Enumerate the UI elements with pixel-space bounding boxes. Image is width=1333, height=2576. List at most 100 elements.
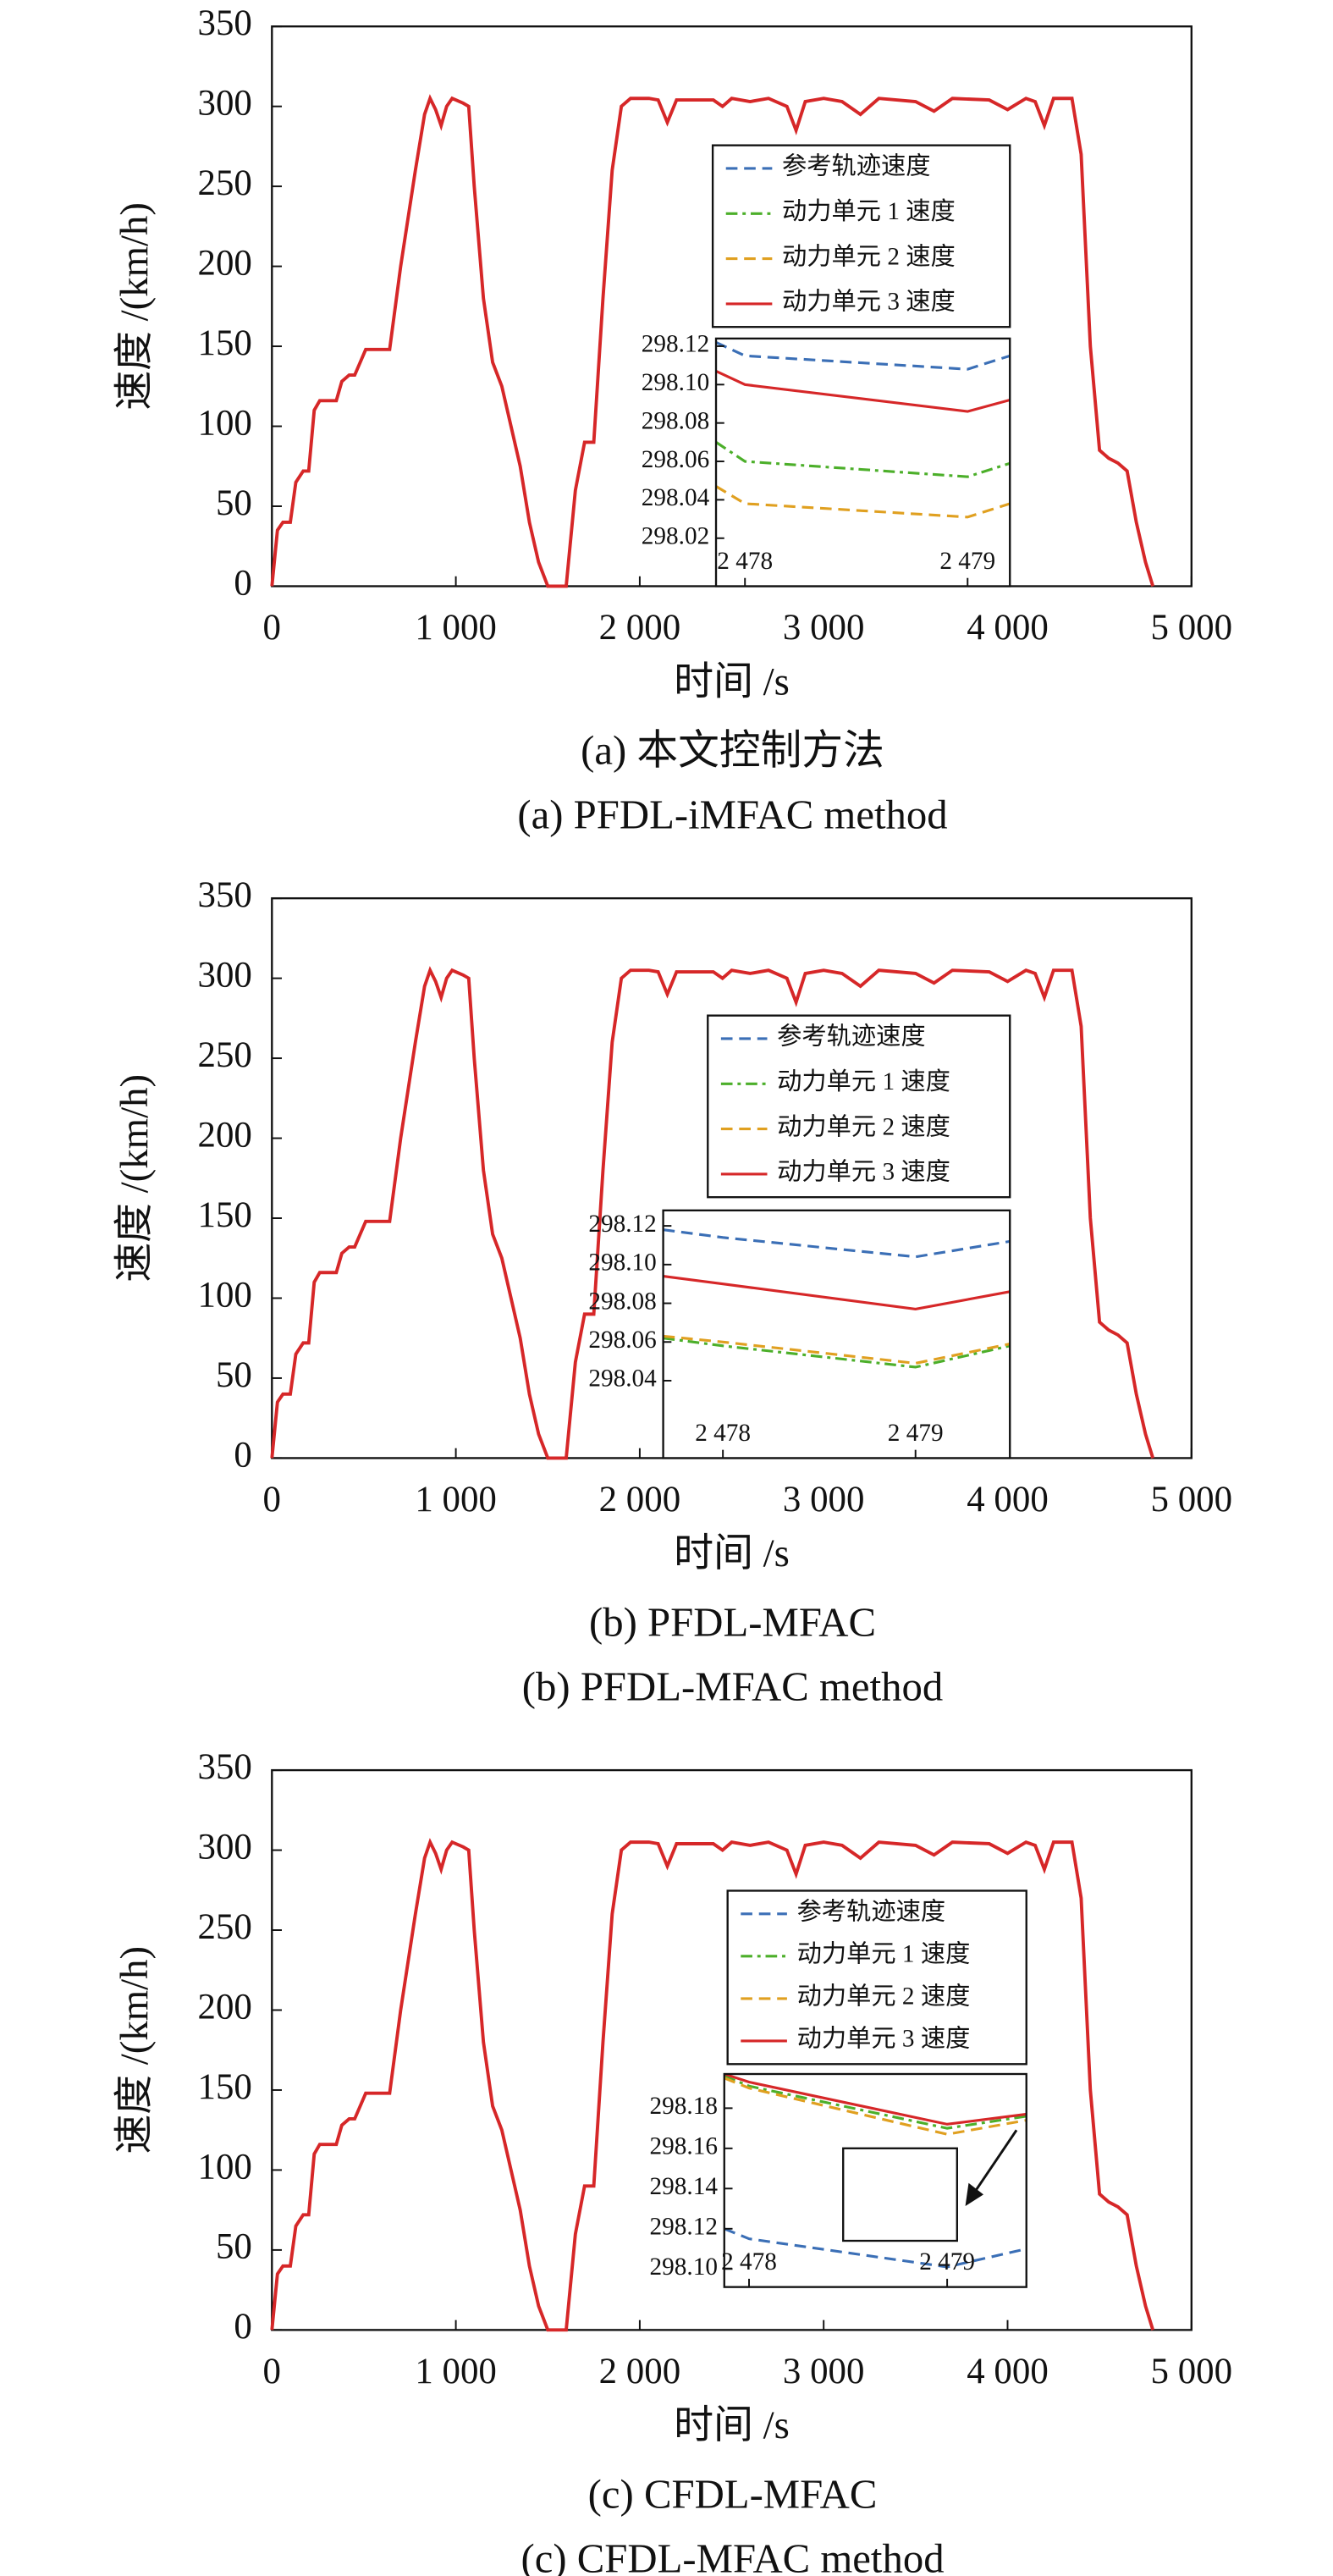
- zoom-arrow: [971, 2129, 1018, 2198]
- zoom-decoration: [842, 2129, 1018, 2242]
- inset-frame: [723, 2072, 1027, 2288]
- zoom-arrow-head: [965, 2182, 984, 2207]
- y-tick-label: 350: [198, 875, 252, 915]
- y-axis-label: 速度 /(km/h): [113, 202, 157, 411]
- x-tick-label: 5 000: [1151, 608, 1233, 648]
- x-tick-label: 5 000: [1151, 1480, 1233, 1520]
- x-axis-label: 时间 /s: [674, 2403, 790, 2447]
- y-tick-label: 0: [234, 1435, 251, 1475]
- caption-cn: (a) 本文控制方法: [581, 728, 884, 774]
- x-tick-label: 4 000: [967, 1480, 1049, 1520]
- inset-x-tick-label: 2 478: [721, 2248, 777, 2275]
- y-tick-label: 250: [198, 1035, 252, 1075]
- x-tick-label: 3 000: [783, 2352, 865, 2391]
- inset-y-tick-label: 298.12: [650, 2214, 718, 2241]
- x-tick-label: 5 000: [1151, 2352, 1233, 2391]
- inset-x-tick-label: 2 478: [717, 548, 773, 575]
- plot-frame: [271, 1768, 1193, 2331]
- y-tick-label: 350: [198, 1747, 252, 1787]
- x-tick-label: 2 000: [599, 2352, 681, 2391]
- y-tick-label: 50: [216, 2227, 252, 2267]
- x-tick-label: 3 000: [783, 1480, 865, 1520]
- inset-y-tick-label: 298.12: [642, 331, 709, 358]
- inset-line: [724, 2074, 1027, 2126]
- y-tick-label: 50: [216, 1355, 252, 1395]
- legend-box: [707, 1014, 1011, 1199]
- inset-x-tick-label: 2 479: [919, 2248, 975, 2275]
- legend-label: 动力单元 1 速度: [782, 197, 956, 225]
- legend-label: 参考轨迹速度: [797, 1898, 945, 1926]
- caption-en: (c) CFDL-MFAC method: [521, 2536, 944, 2576]
- inset-y-tick-label: 298.16: [650, 2133, 718, 2160]
- inset-y-tick-label: 298.06: [642, 446, 709, 473]
- y-tick-label: 0: [234, 563, 251, 603]
- inset-x-tick-label: 2 479: [888, 1420, 944, 1447]
- legend-box: [711, 144, 1011, 328]
- inset-y-tick-label: 298.04: [642, 484, 710, 511]
- inset-x-tick-label: 2 479: [939, 548, 995, 575]
- y-tick-label: 100: [198, 403, 252, 443]
- inset-y-tick-label: 298.12: [588, 1211, 656, 1238]
- y-tick-label: 200: [198, 243, 252, 283]
- inset-x-tick-label: 2 478: [695, 1420, 751, 1447]
- inset-y-tick-label: 298.14: [650, 2173, 719, 2200]
- y-axis-label: 速度 /(km/h): [113, 1946, 157, 2154]
- chart: 0 1 000 2 000 3 000 4 000 5 000 0 50 100 150 200 25…: [113, 875, 1232, 1710]
- x-tick-label: 4 000: [967, 608, 1049, 648]
- y-tick-label: 350: [198, 3, 252, 43]
- y-axis-label: 速度 /(km/h): [113, 1074, 157, 1282]
- inset-y-tick-label: 298.08: [642, 407, 709, 434]
- inset-line: [716, 370, 1011, 413]
- inset-line: [663, 1334, 1011, 1365]
- inset-y-tick-label: 298.04: [588, 1365, 657, 1393]
- legend-label: 动力单元 2 速度: [797, 1983, 971, 2011]
- x-tick-label: 2 000: [599, 1480, 681, 1520]
- y-tick-label: 100: [198, 2147, 252, 2187]
- y-tick-label: 300: [198, 1827, 252, 1867]
- caption-en: (a) PFDL-iMFAC method: [517, 792, 947, 838]
- legend-label: 动力单元 1 速度: [777, 1067, 950, 1095]
- legend-label: 参考轨迹速度: [782, 152, 930, 180]
- y-tick-label: 250: [198, 1907, 252, 1947]
- y-tick-label: 50: [216, 483, 252, 523]
- y-tick-label: 150: [198, 2067, 252, 2107]
- x-tick-label: 4 000: [967, 2352, 1049, 2391]
- x-tick-label: 3 000: [783, 608, 865, 648]
- inset-line: [716, 485, 1011, 519]
- caption-cn: (c) CFDL-MFAC: [588, 2472, 878, 2518]
- inset-y-tick-label: 298.08: [588, 1288, 656, 1315]
- inset-line: [716, 341, 1011, 371]
- inset-y-tick-label: 298.06: [588, 1327, 656, 1354]
- y-tick-label: 150: [198, 323, 252, 363]
- zoom-box: [842, 2147, 958, 2242]
- inset-line: [663, 1228, 1011, 1259]
- x-axis-label: 时间 /s: [674, 1531, 790, 1575]
- legend-label: 动力单元 3 速度: [777, 1158, 950, 1186]
- x-tick-label: 1 000: [415, 2352, 497, 2391]
- x-axis-label: 时间 /s: [674, 659, 790, 703]
- x-tick-label: 2 000: [599, 608, 681, 648]
- legend-label: 动力单元 2 速度: [782, 242, 956, 270]
- caption-cn: (b) PFDL-MFAC: [589, 1600, 876, 1646]
- speed-line: [270, 1838, 1155, 2332]
- legend-label: 动力单元 3 速度: [782, 288, 956, 316]
- inset-line: [724, 2077, 1027, 2136]
- y-tick-label: 200: [198, 1987, 252, 2027]
- y-tick-label: 300: [198, 955, 252, 995]
- x-tick-label: 1 000: [415, 1480, 497, 1520]
- legend-label: 动力单元 3 速度: [797, 2025, 971, 2053]
- y-tick-label: 100: [198, 1275, 252, 1315]
- y-tick-label: 150: [198, 1195, 252, 1235]
- x-tick-label: 0: [263, 2352, 281, 2391]
- chart: 0 1 000 2 000 3 000 4 000 5 000 0 50 100 150 200 25…: [113, 1747, 1232, 2576]
- caption-en: (b) PFDL-MFAC method: [522, 1664, 943, 1710]
- legend-label: 参考轨迹速度: [777, 1023, 926, 1051]
- inset-y-tick-label: 298.18: [650, 2093, 718, 2120]
- inset-line: [724, 2074, 1027, 2130]
- inset-y-tick-label: 298.10: [588, 1249, 656, 1277]
- inset-frame: [714, 337, 1011, 587]
- x-tick-label: 1 000: [415, 608, 497, 648]
- speed-line: [270, 94, 1155, 588]
